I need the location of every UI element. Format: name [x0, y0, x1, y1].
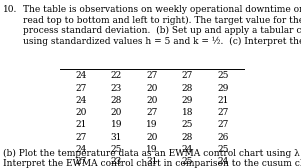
Text: 27: 27: [75, 133, 87, 142]
Text: 19: 19: [146, 120, 158, 130]
Text: 31: 31: [146, 157, 158, 166]
Text: 27: 27: [146, 108, 158, 117]
Text: 24: 24: [75, 71, 87, 80]
Text: 27: 27: [75, 84, 87, 93]
Text: 25: 25: [217, 71, 229, 80]
Text: 19: 19: [111, 120, 122, 130]
Text: 31: 31: [111, 133, 122, 142]
Text: 29: 29: [182, 96, 193, 105]
Text: 28: 28: [182, 84, 193, 93]
Text: 20: 20: [75, 108, 87, 117]
Text: 25: 25: [217, 145, 229, 154]
Text: 20: 20: [146, 84, 158, 93]
Text: 22: 22: [111, 71, 122, 80]
Text: 27: 27: [217, 108, 229, 117]
Text: 23: 23: [111, 84, 122, 93]
Text: 28: 28: [182, 133, 193, 142]
Text: 20: 20: [146, 96, 158, 105]
Text: 29: 29: [217, 84, 229, 93]
Text: 24: 24: [217, 157, 229, 166]
Text: 21: 21: [75, 120, 87, 130]
Text: 26: 26: [217, 133, 229, 142]
Text: 27: 27: [182, 71, 193, 80]
Text: 24: 24: [75, 145, 87, 154]
Text: 25: 25: [182, 157, 193, 166]
Text: 27: 27: [217, 120, 229, 130]
Text: 20: 20: [146, 133, 158, 142]
Text: (b) Plot the temperature data as an EWMA control chart using λ = 0.1 and L = 2.7: (b) Plot the temperature data as an EWMA…: [3, 149, 301, 168]
Text: 25: 25: [111, 145, 122, 154]
Text: 20: 20: [111, 108, 122, 117]
Text: 28: 28: [111, 96, 122, 105]
Text: The table is observations on weekly operational downtime on a critical equipment: The table is observations on weekly oper…: [23, 5, 301, 46]
Text: 27: 27: [75, 157, 87, 166]
Text: 25: 25: [182, 120, 193, 130]
Text: 23: 23: [111, 157, 122, 166]
Text: 27: 27: [146, 71, 158, 80]
Text: 18: 18: [182, 108, 193, 117]
Text: 24: 24: [182, 145, 193, 154]
Text: 21: 21: [217, 96, 229, 105]
Text: 24: 24: [75, 96, 87, 105]
Text: 10.: 10.: [3, 5, 17, 14]
Text: 19: 19: [146, 145, 158, 154]
